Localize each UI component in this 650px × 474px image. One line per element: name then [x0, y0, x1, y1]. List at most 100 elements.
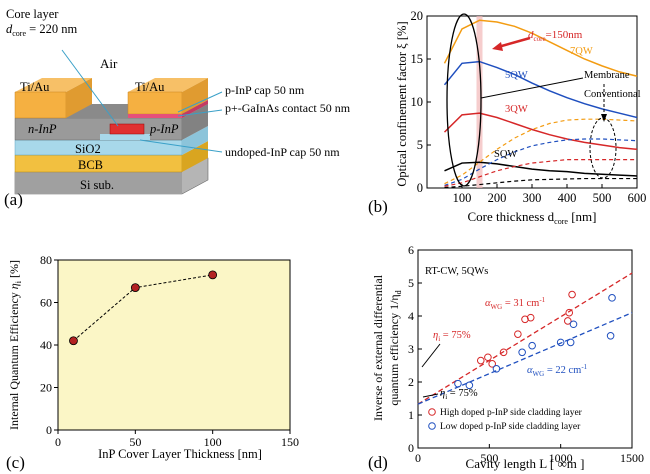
scatter-point: [518, 348, 526, 357]
scatter-point: [556, 338, 565, 347]
series-label-3qw: 3QW: [505, 104, 528, 115]
series-label-sqw: SQW: [494, 149, 517, 160]
conventional-label: Conventional: [584, 89, 641, 100]
x-tick-label: 0: [55, 435, 61, 449]
membrane-ellipse: [446, 13, 482, 187]
series-line-3qw: [443, 112, 638, 151]
scatter-point: [454, 379, 462, 388]
undoped-inp-cap: [100, 134, 150, 140]
chart-d-ylabel-line1: Inverse of external differential: [371, 274, 385, 421]
scatter-point: [528, 341, 536, 350]
undoped-cap-label: undoped-InP cap 50 nm: [225, 145, 340, 159]
scatter-point: [521, 315, 529, 324]
x-tick-label: 400: [558, 191, 577, 205]
tiau-right-front: [127, 91, 183, 115]
scatter-point: [526, 313, 535, 322]
series-line-7qw: [443, 19, 638, 77]
si-sub-label: Si sub.: [80, 178, 114, 192]
scatter-point: [514, 330, 522, 338]
chart-d-xlabel: Cavity length L [ ∞m ]: [466, 456, 585, 471]
y-tick-label: 60: [40, 296, 52, 310]
legend-blue-label: Low doped p-InP side cladding layer: [440, 422, 581, 432]
sio2-label: SiO2: [75, 142, 101, 156]
x-tick-label: 100: [453, 191, 472, 205]
fit-line: [417, 312, 633, 405]
bcb-label: BCB: [78, 158, 103, 172]
iqe-data-point: [208, 270, 218, 280]
scatter-point: [564, 317, 572, 325]
panel-c-iqe-chart: 0 50 100 150 0 20 40 60 80 Internal Quantum Eff…: [6, 253, 299, 472]
y-tick-label: 40: [40, 338, 52, 352]
x-tick-label: 600: [628, 191, 647, 205]
legend-blue-marker: [428, 422, 436, 430]
x-tick-label: 300: [523, 191, 542, 205]
sio2-layer-side: [182, 126, 208, 155]
x-tick-label: 1500: [620, 451, 644, 465]
si-substrate-front: [15, 172, 182, 194]
y-tick-label: 5: [408, 276, 414, 290]
y-tick-label: 1: [408, 408, 414, 422]
y-tick-label: 4: [408, 309, 414, 323]
legend-red-marker: [428, 408, 436, 416]
y-tick-label: 3: [408, 342, 414, 356]
x-tick-label: 50: [129, 435, 141, 449]
panel-c-label: (c): [6, 453, 25, 472]
eta-red-pointer: [421, 343, 441, 368]
tiau-right-top: [128, 78, 208, 92]
dcore-highlight-band: [476, 16, 483, 188]
y-tick-label: 0: [417, 181, 423, 195]
p-gainas-contact-side: [182, 100, 208, 118]
y-tick-label: 10: [411, 95, 424, 109]
tiau-left-label: Ti/Au: [20, 80, 50, 94]
chart-c-ylabel: Internal Quantum Efficiency ηi [%]: [7, 260, 23, 430]
scatter-point: [568, 290, 576, 299]
alpha-blue-label: αWG = 22 cm-1: [527, 363, 588, 378]
panel-d-cavity-chart: 0 500 1000 1500 0 1 2 3 4 5 6 RT-CW, 5QWs αWG = 3…: [368, 243, 644, 472]
scatter-point: [488, 360, 496, 368]
scatter-point: [465, 381, 474, 390]
x-tick-label: 0: [415, 451, 421, 465]
membrane-label: Membrane: [584, 70, 630, 81]
y-tick-label: 15: [411, 52, 424, 66]
series-line-sqw: [444, 161, 638, 177]
series-line-3qw-conv: [444, 159, 637, 187]
chart-c-xlabel: InP Cover Layer Thickness [nm]: [98, 447, 262, 461]
contact-label: p+-GaInAs contact 50 nm: [225, 101, 351, 115]
pinp-cap-callout: [177, 91, 223, 113]
tiau-right-side: [182, 78, 208, 114]
tiau-left-top: [15, 78, 92, 92]
legend-red-label: High doped p-InP side cladding layer: [440, 408, 583, 418]
y-tick-label: 2: [408, 375, 414, 389]
y-tick-label: 6: [408, 243, 414, 257]
chart-c-frame: [57, 259, 291, 431]
chart-b-ylabel: Optical confinement factor ξ [%]: [395, 21, 409, 186]
x-tick-label: 500: [593, 191, 612, 205]
scatter-point: [476, 356, 485, 365]
membrane-pointer: [480, 77, 584, 99]
fit-line: [417, 272, 633, 405]
contact-callout: [177, 109, 223, 117]
core-layer: [109, 123, 145, 135]
core-layer-label: Core layer: [6, 7, 59, 21]
panel-a-label: (a): [4, 190, 23, 209]
p-gainas-contact: [128, 114, 182, 118]
chart-d-ylabel-line2: quantum efficiency 1/ηd: [387, 290, 403, 405]
series-line-5qw-conv: [444, 138, 638, 186]
eta-blue-pointer: [422, 393, 439, 398]
eta-red-label: ηi = 75%: [433, 330, 471, 343]
y-tick-label: 0: [408, 441, 414, 455]
core-layer-thickness: dcore = 220 nm: [6, 22, 77, 38]
x-tick-label: 100: [204, 435, 222, 449]
scatter-point: [492, 365, 501, 373]
tiau-left-side: [66, 78, 92, 118]
series-label-5qw: 5QW: [505, 70, 528, 81]
ninp-label: n-InP: [28, 122, 57, 136]
panel-b-label: (b): [368, 197, 388, 216]
y-tick-label: 5: [417, 138, 423, 152]
pinp-label: p-InP: [149, 122, 179, 136]
air-label: Air: [100, 56, 118, 71]
tiau-right-label: Ti/Au: [135, 80, 165, 94]
tiau-left-front: [14, 91, 67, 119]
